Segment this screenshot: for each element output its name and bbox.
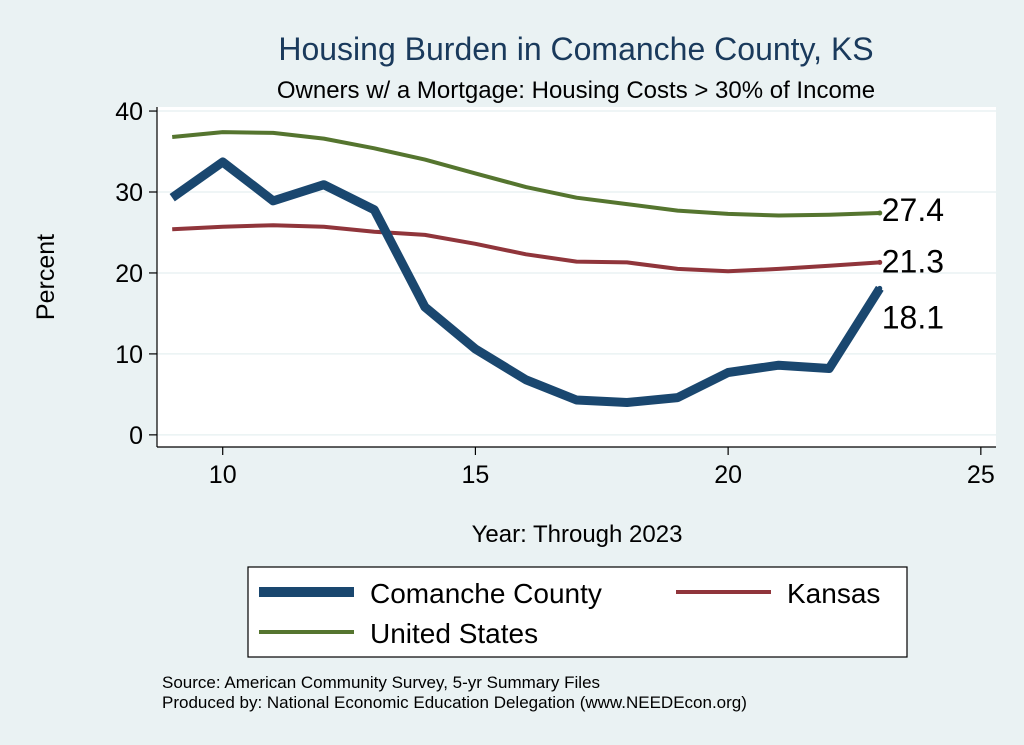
- series-end-point: [877, 210, 883, 216]
- chart-title: Housing Burden in Comanche County, KS: [278, 31, 873, 67]
- end-value-label: 18.1: [882, 299, 944, 335]
- source-note: Source: American Community Survey, 5-yr …: [162, 673, 600, 692]
- series-end-point: [877, 259, 883, 265]
- x-tick-label: 15: [462, 461, 490, 489]
- y-tick-label: 30: [115, 179, 143, 207]
- y-tick-label: 40: [115, 98, 143, 126]
- x-tick-label: 25: [967, 461, 995, 489]
- series-line-united-states: [172, 130, 880, 218]
- x-axis-title: Year: Through 2023: [472, 521, 683, 548]
- end-label-layer: 18.1 21.3 27.4: [882, 192, 944, 335]
- end-value-label: 21.3: [882, 243, 944, 279]
- series-line-comanche-county: [169, 157, 884, 407]
- axis-layer: 0 10 20 30 40 10 15 20 25: [115, 98, 996, 489]
- legend-label-united-states: United States: [370, 618, 538, 649]
- x-tick-label: 20: [714, 461, 742, 489]
- legend-label-comanche-county: Comanche County: [370, 578, 602, 609]
- x-tick-label: 10: [209, 461, 237, 489]
- legend-box: [247, 566, 908, 658]
- producer-note: Produced by: National Economic Education…: [162, 693, 747, 712]
- series-end-point: [877, 285, 883, 291]
- y-tick-label: 0: [129, 422, 143, 450]
- series-line-kansas: [172, 223, 880, 274]
- chart-subtitle: Owners w/ a Mortgage: Housing Costs > 30…: [277, 77, 875, 104]
- y-tick-label: 20: [115, 260, 143, 288]
- y-tick-label: 10: [115, 341, 143, 369]
- legend: Comanche County Kansas United States: [247, 566, 908, 658]
- series-layer: [169, 130, 884, 407]
- y-axis-title: Percent: [32, 234, 60, 320]
- plot-background: [157, 107, 996, 447]
- legend-label-kansas: Kansas: [787, 578, 880, 609]
- end-value-label: 27.4: [882, 192, 944, 228]
